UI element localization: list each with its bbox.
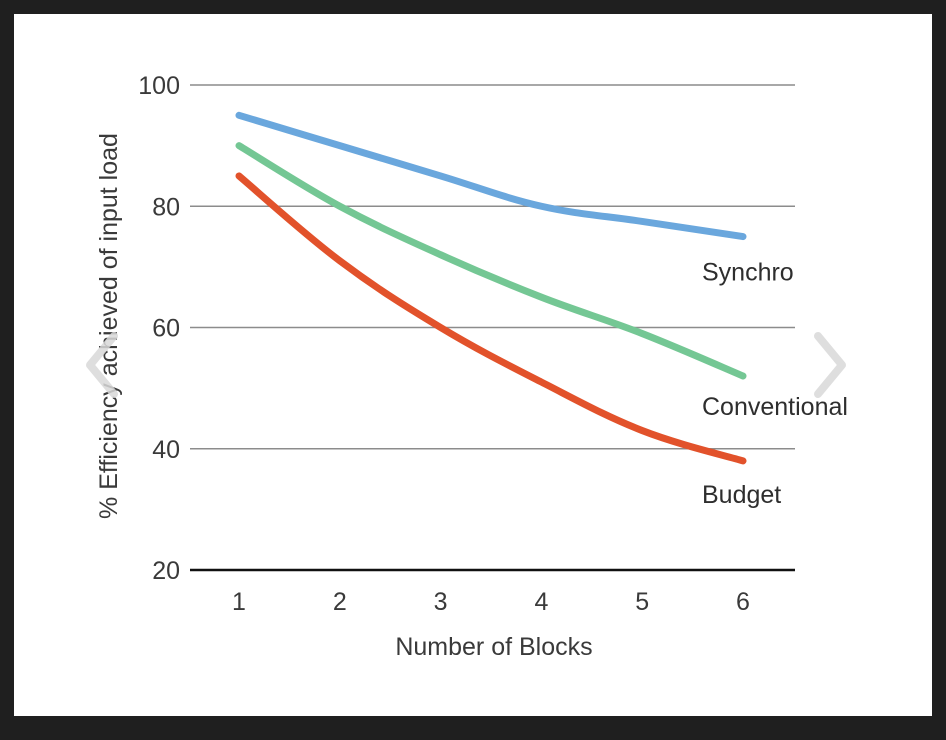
y-tick-label: 60	[152, 315, 180, 343]
series-line-synchro	[235, 111, 747, 241]
prev-arrow-button[interactable]	[82, 330, 126, 400]
series-labels: Synchro Conventional Budget	[702, 259, 848, 509]
chevron-left-icon	[86, 332, 118, 398]
x-tick-label: 6	[736, 588, 750, 616]
next-arrow-button[interactable]	[806, 330, 850, 400]
grid-lines	[190, 84, 795, 572]
x-tick-label: 5	[635, 588, 649, 616]
x-tick-label: 4	[534, 588, 548, 616]
x-tick-labels: 1 2 3 4 5 6	[232, 588, 750, 616]
series-line-conventional	[235, 142, 747, 380]
y-axis-title: % Efficiency achieved of input load	[95, 133, 123, 519]
y-tick-label: 80	[152, 193, 180, 221]
series-line-budget	[235, 172, 747, 465]
series-label-synchro: Synchro	[702, 259, 794, 287]
chevron-right-icon	[814, 332, 846, 398]
y-tick-label: 100	[138, 72, 180, 100]
y-tick-labels: 20 40 60 80 100	[138, 72, 180, 585]
x-tick-label: 2	[333, 588, 347, 616]
series-lines	[235, 111, 747, 465]
series-label-budget: Budget	[702, 481, 781, 509]
x-axis-title: Number of Blocks	[395, 633, 592, 661]
x-tick-label: 3	[434, 588, 448, 616]
chart-card	[14, 14, 932, 716]
series-label-conventional: Conventional	[702, 393, 848, 421]
x-tick-label: 1	[232, 588, 246, 616]
y-tick-label: 20	[152, 557, 180, 585]
y-tick-label: 40	[152, 436, 180, 464]
